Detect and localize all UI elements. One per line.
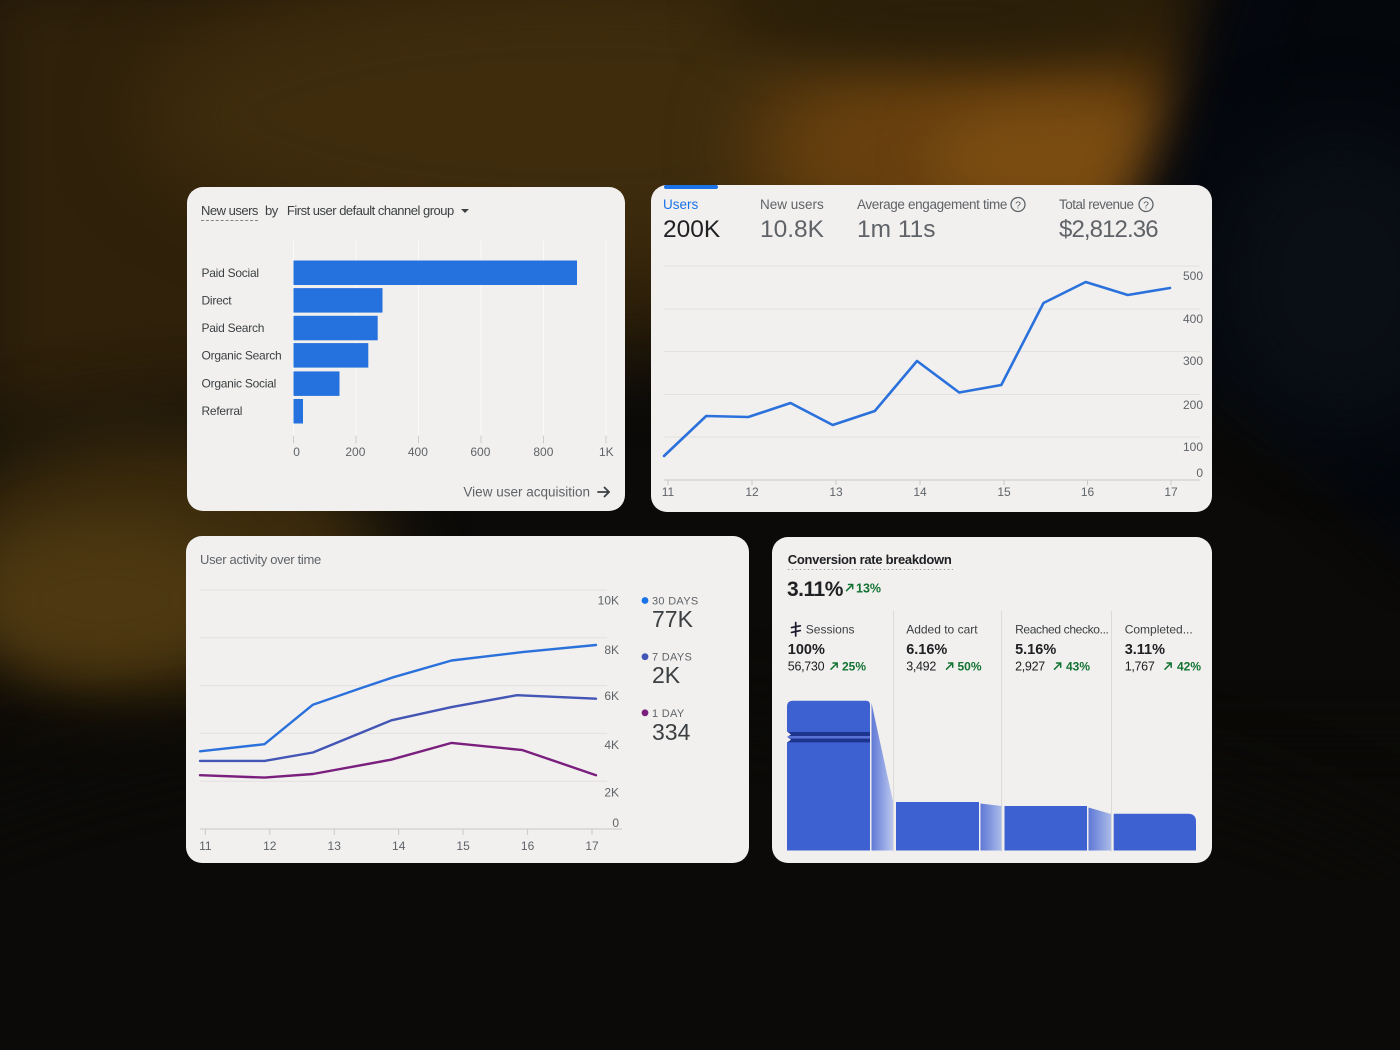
svg-text:13: 13 bbox=[328, 839, 342, 853]
svg-text:43%: 43% bbox=[1066, 660, 1090, 674]
svg-text:4K: 4K bbox=[604, 738, 619, 752]
svg-text:2K: 2K bbox=[604, 786, 619, 800]
svg-text:?: ? bbox=[1143, 199, 1149, 211]
svg-text:Added to cart: Added to cart bbox=[906, 623, 978, 637]
svg-text:11: 11 bbox=[662, 485, 675, 499]
svg-text:200: 200 bbox=[345, 445, 365, 459]
svg-text:Paid Social: Paid Social bbox=[202, 266, 259, 280]
svg-text:2,927: 2,927 bbox=[1015, 660, 1045, 674]
svg-text:3.11%: 3.11% bbox=[787, 578, 844, 601]
svg-text:12: 12 bbox=[745, 485, 759, 499]
svg-text:100: 100 bbox=[1183, 440, 1203, 454]
svg-text:?: ? bbox=[1015, 199, 1021, 211]
svg-text:0: 0 bbox=[293, 445, 300, 459]
svg-text:14: 14 bbox=[392, 839, 406, 853]
svg-text:Referral: Referral bbox=[202, 404, 243, 418]
svg-text:100%: 100% bbox=[788, 642, 825, 658]
svg-text:0: 0 bbox=[612, 816, 619, 830]
svg-text:12: 12 bbox=[263, 839, 277, 853]
svg-text:56,730: 56,730 bbox=[788, 660, 825, 674]
svg-text:Paid Search: Paid Search bbox=[202, 321, 265, 335]
svg-text:400: 400 bbox=[1183, 312, 1203, 326]
svg-text:Organic Search: Organic Search bbox=[202, 349, 282, 363]
svg-text:View user acquisition: View user acquisition bbox=[463, 485, 590, 500]
svg-text:17: 17 bbox=[585, 839, 599, 853]
svg-text:42%: 42% bbox=[1177, 660, 1201, 674]
svg-text:400: 400 bbox=[408, 445, 428, 459]
svg-text:Direct: Direct bbox=[202, 294, 233, 308]
svg-text:15: 15 bbox=[997, 485, 1011, 499]
svg-text:7 DAYS: 7 DAYS bbox=[652, 652, 692, 664]
svg-text:Conversion rate breakdown: Conversion rate breakdown bbox=[788, 552, 952, 567]
svg-text:25%: 25% bbox=[842, 660, 866, 674]
svg-text:17: 17 bbox=[1164, 485, 1178, 499]
svg-text:Completed...: Completed... bbox=[1125, 623, 1193, 637]
svg-text:16: 16 bbox=[521, 839, 535, 853]
svg-text:10K: 10K bbox=[598, 594, 619, 608]
svg-text:800: 800 bbox=[533, 445, 553, 459]
svg-text:Sessions: Sessions bbox=[806, 623, 855, 637]
svg-text:334: 334 bbox=[652, 719, 691, 745]
svg-text:30 DAYS: 30 DAYS bbox=[652, 596, 699, 608]
svg-text:500: 500 bbox=[1183, 269, 1203, 283]
svg-text:14: 14 bbox=[913, 485, 927, 499]
svg-text:8K: 8K bbox=[604, 643, 619, 657]
svg-text:Organic Social: Organic Social bbox=[202, 376, 277, 390]
svg-text:13: 13 bbox=[829, 485, 843, 499]
svg-text:1K: 1K bbox=[599, 445, 614, 459]
svg-text:1,767: 1,767 bbox=[1125, 660, 1155, 674]
svg-text:3,492: 3,492 bbox=[906, 660, 936, 674]
svg-text:77K: 77K bbox=[652, 606, 694, 632]
svg-text:300: 300 bbox=[1183, 354, 1203, 368]
svg-text:1 DAY: 1 DAY bbox=[652, 708, 685, 720]
svg-text:Reached checko...: Reached checko... bbox=[1015, 623, 1108, 637]
svg-text:0: 0 bbox=[1196, 466, 1203, 480]
svg-text:50%: 50% bbox=[958, 660, 982, 674]
svg-text:600: 600 bbox=[470, 445, 490, 459]
svg-text:6.16%: 6.16% bbox=[906, 642, 947, 658]
svg-text:3.11%: 3.11% bbox=[1125, 642, 1165, 658]
svg-text:200: 200 bbox=[1183, 398, 1203, 412]
svg-text:6K: 6K bbox=[604, 689, 619, 703]
svg-text:13%: 13% bbox=[856, 582, 881, 596]
svg-text:11: 11 bbox=[199, 839, 212, 853]
svg-text:15: 15 bbox=[456, 839, 470, 853]
svg-text:16: 16 bbox=[1081, 485, 1095, 499]
svg-text:2K: 2K bbox=[652, 662, 681, 688]
svg-text:5.16%: 5.16% bbox=[1015, 642, 1056, 658]
